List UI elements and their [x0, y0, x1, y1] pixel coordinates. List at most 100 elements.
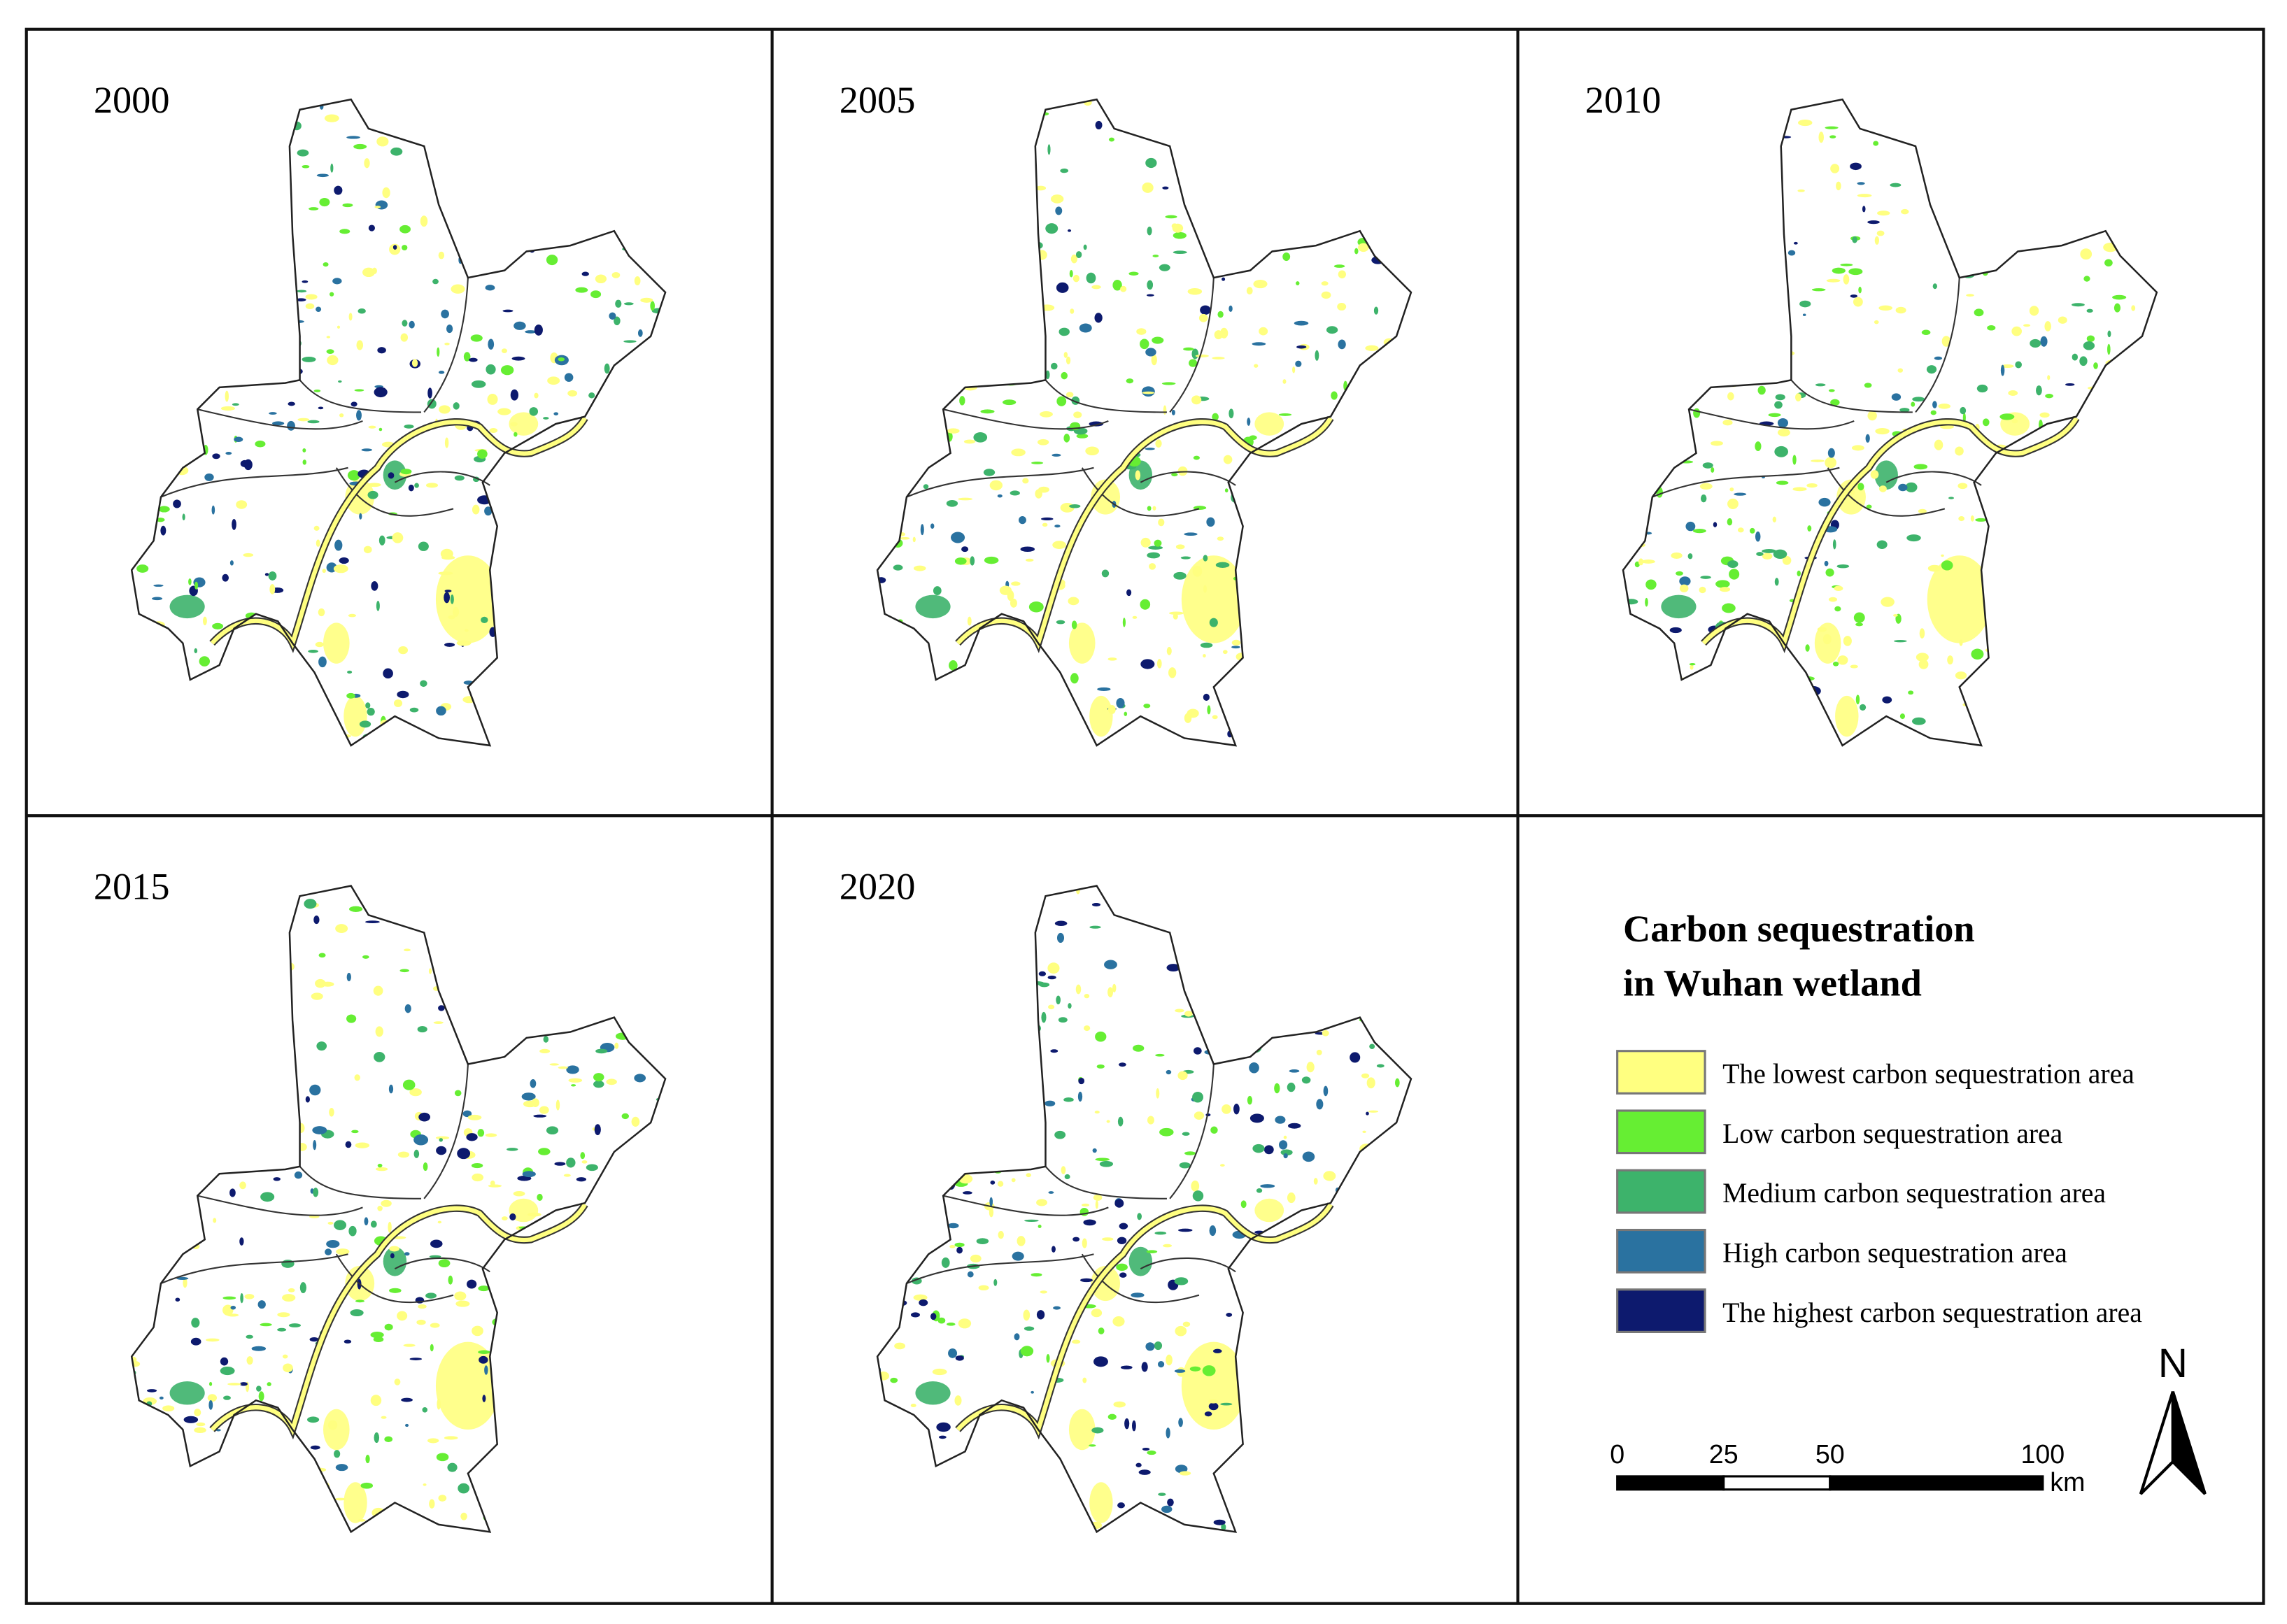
- patch: [1701, 99, 1713, 104]
- patch: [1248, 177, 1258, 186]
- patch: [606, 101, 615, 104]
- patch: [611, 271, 621, 278]
- patch: [2118, 420, 2132, 430]
- patch: [597, 1493, 602, 1502]
- patch: [591, 904, 598, 914]
- patch: [1974, 195, 1987, 205]
- patch: [1070, 673, 1079, 684]
- patch: [1870, 470, 1879, 479]
- patch: [1631, 374, 1645, 380]
- patch: [1998, 562, 2007, 571]
- patch: [1133, 1044, 1145, 1052]
- patch: [1830, 164, 1840, 173]
- patch: [1864, 383, 1872, 388]
- patch: [246, 1356, 253, 1365]
- patch: [1987, 325, 1996, 331]
- patch: [264, 573, 269, 576]
- patch: [2086, 308, 2093, 313]
- patch: [590, 604, 604, 609]
- patch: [2026, 640, 2032, 650]
- patch: [1209, 618, 1218, 627]
- patch: [1655, 126, 1662, 131]
- patch: [489, 1283, 500, 1290]
- patch: [1154, 1516, 1158, 1522]
- patch: [376, 600, 380, 611]
- patch: [1407, 1420, 1410, 1428]
- patch: [1667, 120, 1678, 124]
- patch: [2141, 690, 2149, 701]
- patch: [1227, 122, 1233, 129]
- patch: [640, 1139, 654, 1143]
- patch: [1992, 186, 2000, 191]
- patch: [650, 1356, 657, 1366]
- patch: [418, 1112, 430, 1122]
- patch: [1007, 909, 1022, 913]
- patch: [949, 1154, 961, 1162]
- patch: [150, 1253, 164, 1259]
- patch: [588, 1263, 593, 1271]
- patch: [2072, 668, 2082, 671]
- patch: [578, 557, 586, 562]
- patch: [1091, 902, 1101, 907]
- patch: [302, 356, 316, 362]
- patch: [905, 1220, 914, 1228]
- patch: [1768, 413, 1781, 418]
- patch: [1780, 136, 1792, 138]
- patch: [558, 1397, 567, 1402]
- patch: [1003, 399, 1017, 406]
- patch: [160, 243, 171, 249]
- patch: [978, 1285, 989, 1291]
- patch: [2013, 502, 2027, 510]
- patch: [1392, 694, 1406, 700]
- patch: [1349, 1230, 1359, 1235]
- patch: [209, 1013, 219, 1019]
- patch: [555, 1099, 560, 1111]
- patch: [2047, 158, 2059, 164]
- patch: [1793, 241, 1798, 245]
- patch: [212, 339, 218, 349]
- patch: [1231, 1472, 1235, 1476]
- patch: [456, 640, 472, 646]
- patch: [600, 146, 604, 152]
- patch: [1837, 655, 1848, 665]
- patch: [1321, 291, 1331, 299]
- patch: [1989, 722, 1997, 728]
- patch: [1645, 719, 1653, 731]
- patch: [1010, 490, 1020, 496]
- patch: [495, 1272, 507, 1282]
- patch: [1797, 570, 1801, 577]
- patch: [1135, 99, 1142, 108]
- patch: [445, 916, 459, 923]
- patch: [1322, 527, 1333, 529]
- patch: [1141, 386, 1155, 397]
- patch: [492, 1318, 505, 1327]
- patch: [1184, 1151, 1196, 1155]
- patch: [1282, 379, 1287, 384]
- lake: [1089, 695, 1113, 737]
- patch: [579, 1441, 584, 1448]
- scale-label: 25: [1709, 1439, 1739, 1469]
- patch: [133, 678, 148, 684]
- patch: [1053, 1306, 1061, 1310]
- patch: [998, 655, 1010, 662]
- patch: [620, 720, 630, 727]
- patch: [1280, 960, 1294, 964]
- legend-label: The lowest carbon sequestration area: [1722, 1059, 2134, 1090]
- patch: [360, 99, 374, 104]
- patch: [565, 1414, 580, 1422]
- patch: [915, 1432, 921, 1435]
- patch: [514, 321, 526, 330]
- patch: [1014, 1333, 1020, 1341]
- patch: [316, 1041, 327, 1051]
- patch: [1269, 529, 1277, 534]
- patch: [548, 1491, 561, 1497]
- patch: [1368, 620, 1379, 626]
- patch: [1693, 408, 1701, 418]
- patch: [1315, 1393, 1325, 1399]
- patch: [1248, 911, 1263, 916]
- patch: [575, 136, 581, 142]
- patch: [1202, 1365, 1216, 1376]
- patch: [2044, 321, 2051, 332]
- patch: [1007, 1071, 1019, 1083]
- lake: [1874, 460, 1898, 490]
